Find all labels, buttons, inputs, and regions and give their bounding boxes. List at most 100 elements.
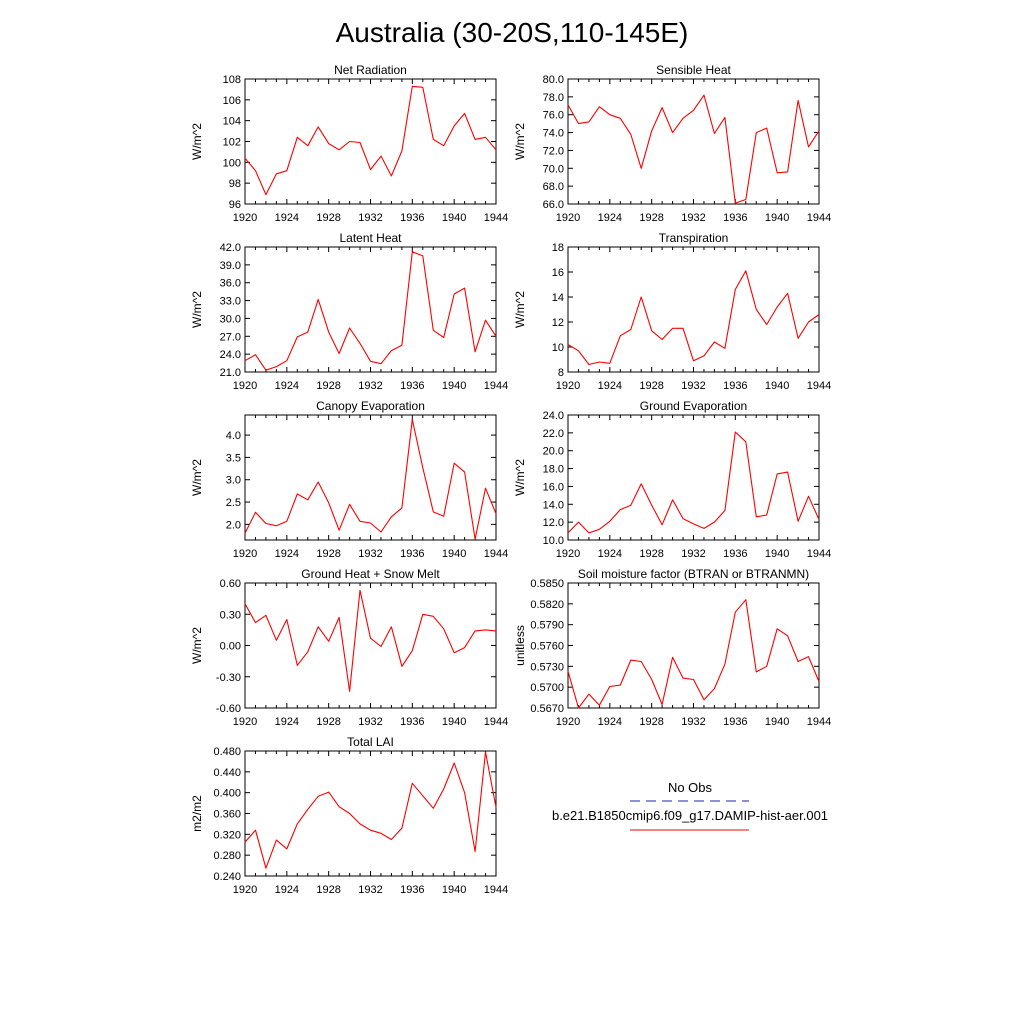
x-tick-label: 1932 bbox=[358, 884, 382, 896]
y-tick-label: 78.0 bbox=[543, 92, 564, 104]
y-axis-label: unitless bbox=[513, 625, 527, 666]
x-tick-label: 1928 bbox=[316, 380, 340, 392]
y-tick-label: 4.0 bbox=[226, 430, 241, 442]
panel-title: Canopy Evaporation bbox=[316, 399, 425, 413]
legend-model-label: b.e21.B1850cmip6.f09_g17.DAMIP-hist-aer.… bbox=[552, 808, 828, 823]
legend: No Obs b.e21.B1850cmip6.f09_g17.DAMIP-hi… bbox=[552, 780, 828, 831]
x-tick-label: 1940 bbox=[765, 380, 789, 392]
x-tick-label: 1932 bbox=[681, 548, 705, 560]
panel-6: Ground Evaporation 10.0 12.0 14.0 16.0 18.0 20… bbox=[513, 399, 831, 560]
x-tick-label: 1928 bbox=[316, 716, 340, 728]
x-tick-label: 1924 bbox=[598, 212, 622, 224]
series-line bbox=[567, 431, 820, 534]
panel-3: Latent Heat 21.0 24.0 27.0 30.0 33.0 36.0 39.0 4… bbox=[190, 231, 508, 392]
y-tick-label: 33.0 bbox=[220, 296, 241, 308]
x-tick-label: 1932 bbox=[681, 716, 705, 728]
y-tick-label: -0.30 bbox=[216, 672, 241, 684]
series-line bbox=[244, 251, 497, 371]
x-tick-label: 1924 bbox=[275, 212, 299, 224]
y-tick-label: 0.240 bbox=[213, 871, 241, 883]
y-tick-label: 14 bbox=[552, 292, 564, 304]
y-tick-label: 0.360 bbox=[213, 809, 241, 821]
y-tick-label: 0.00 bbox=[220, 641, 241, 653]
x-tick-label: 1928 bbox=[639, 380, 663, 392]
panel-title: Total LAI bbox=[347, 735, 394, 749]
x-tick-label: 1940 bbox=[442, 212, 466, 224]
x-tick-label: 1928 bbox=[316, 548, 340, 560]
y-tick-label: 70.0 bbox=[543, 163, 564, 175]
y-tick-label: 102 bbox=[223, 137, 241, 149]
y-tick-label: 98 bbox=[229, 178, 241, 190]
x-tick-label: 1936 bbox=[723, 380, 747, 392]
panel-4: Transpiration 8 10 12 14 16 18 1920 1924 1928 1932… bbox=[513, 231, 831, 392]
x-tick-label: 1940 bbox=[442, 380, 466, 392]
panel-7: Ground Heat + Snow Melt -0.60 -0.30 0.00 0.3… bbox=[190, 567, 508, 728]
y-tick-label: 24.0 bbox=[543, 410, 564, 422]
y-tick-label: 3.0 bbox=[226, 475, 241, 487]
y-tick-label: -0.60 bbox=[216, 703, 241, 715]
y-axis-label: W/m^2 bbox=[513, 123, 527, 160]
x-tick-label: 1944 bbox=[807, 548, 831, 560]
x-tick-label: 1936 bbox=[400, 380, 424, 392]
y-axis-label: W/m^2 bbox=[190, 123, 204, 160]
panel-9: Total LAI 0.240 0.280 0.320 0.360 0.400 0.440 0… bbox=[190, 735, 508, 896]
y-tick-label: 42.0 bbox=[220, 242, 241, 254]
x-tick-label: 1924 bbox=[598, 548, 622, 560]
y-tick-label: 0.440 bbox=[213, 767, 241, 779]
x-tick-label: 1932 bbox=[358, 548, 382, 560]
y-tick-label: 68.0 bbox=[543, 181, 564, 193]
x-tick-label: 1936 bbox=[400, 212, 424, 224]
x-tick-label: 1920 bbox=[556, 716, 580, 728]
y-tick-label: 0.320 bbox=[213, 829, 241, 841]
y-tick-label: 100 bbox=[223, 157, 241, 169]
panel-title: Ground Evaporation bbox=[640, 399, 747, 413]
y-tick-label: 14.0 bbox=[543, 499, 564, 511]
y-tick-label: 12.0 bbox=[543, 517, 564, 529]
page-title: Australia (30-20S,110-145E) bbox=[336, 17, 689, 48]
x-tick-label: 1924 bbox=[275, 884, 299, 896]
panel-title: Sensible Heat bbox=[656, 63, 731, 77]
y-axis-label: W/m^2 bbox=[190, 291, 204, 328]
plot-frame bbox=[244, 750, 497, 877]
y-tick-label: 8 bbox=[558, 367, 564, 379]
panel-5: Canopy Evaporation 2.0 2.5 3.0 3.5 4.0 1920 192… bbox=[190, 399, 508, 560]
plot-frame bbox=[567, 78, 820, 205]
series-line bbox=[567, 270, 820, 366]
x-tick-label: 1924 bbox=[275, 380, 299, 392]
y-tick-label: 108 bbox=[223, 74, 241, 86]
plot-frame bbox=[567, 246, 820, 373]
x-tick-label: 1920 bbox=[233, 884, 257, 896]
x-tick-label: 1940 bbox=[442, 548, 466, 560]
y-tick-label: 39.0 bbox=[220, 260, 241, 272]
y-tick-label: 0.480 bbox=[213, 746, 241, 758]
panel-title: Ground Heat + Snow Melt bbox=[301, 567, 440, 581]
y-tick-label: 27.0 bbox=[220, 331, 241, 343]
plot-frame bbox=[244, 246, 497, 373]
x-tick-label: 1936 bbox=[723, 548, 747, 560]
x-tick-label: 1940 bbox=[442, 884, 466, 896]
y-axis-label: m2/m2 bbox=[190, 795, 204, 832]
y-tick-label: 72.0 bbox=[543, 145, 564, 157]
legend-obs-label: No Obs bbox=[668, 780, 713, 795]
panel-title: Net Radiation bbox=[334, 63, 407, 77]
x-tick-label: 1932 bbox=[681, 380, 705, 392]
y-tick-label: 36.0 bbox=[220, 278, 241, 290]
y-tick-label: 21.0 bbox=[220, 367, 241, 379]
plot-frame bbox=[244, 78, 497, 205]
series-line bbox=[244, 751, 497, 869]
y-tick-label: 10 bbox=[552, 342, 564, 354]
x-tick-label: 1944 bbox=[484, 884, 508, 896]
x-tick-label: 1920 bbox=[233, 716, 257, 728]
y-tick-label: 0.60 bbox=[220, 578, 241, 590]
x-tick-label: 1928 bbox=[639, 212, 663, 224]
y-tick-label: 2.0 bbox=[226, 519, 241, 531]
y-tick-label: 0.5850 bbox=[530, 578, 564, 590]
y-tick-label: 24.0 bbox=[220, 349, 241, 361]
x-tick-label: 1936 bbox=[400, 548, 424, 560]
y-axis-label: W/m^2 bbox=[513, 459, 527, 496]
y-tick-label: 18.0 bbox=[543, 464, 564, 476]
x-tick-label: 1924 bbox=[275, 716, 299, 728]
x-tick-label: 1932 bbox=[681, 212, 705, 224]
panel-1: Net Radiation 96 98 100 102 104 106 108 1920 1924… bbox=[190, 63, 508, 224]
